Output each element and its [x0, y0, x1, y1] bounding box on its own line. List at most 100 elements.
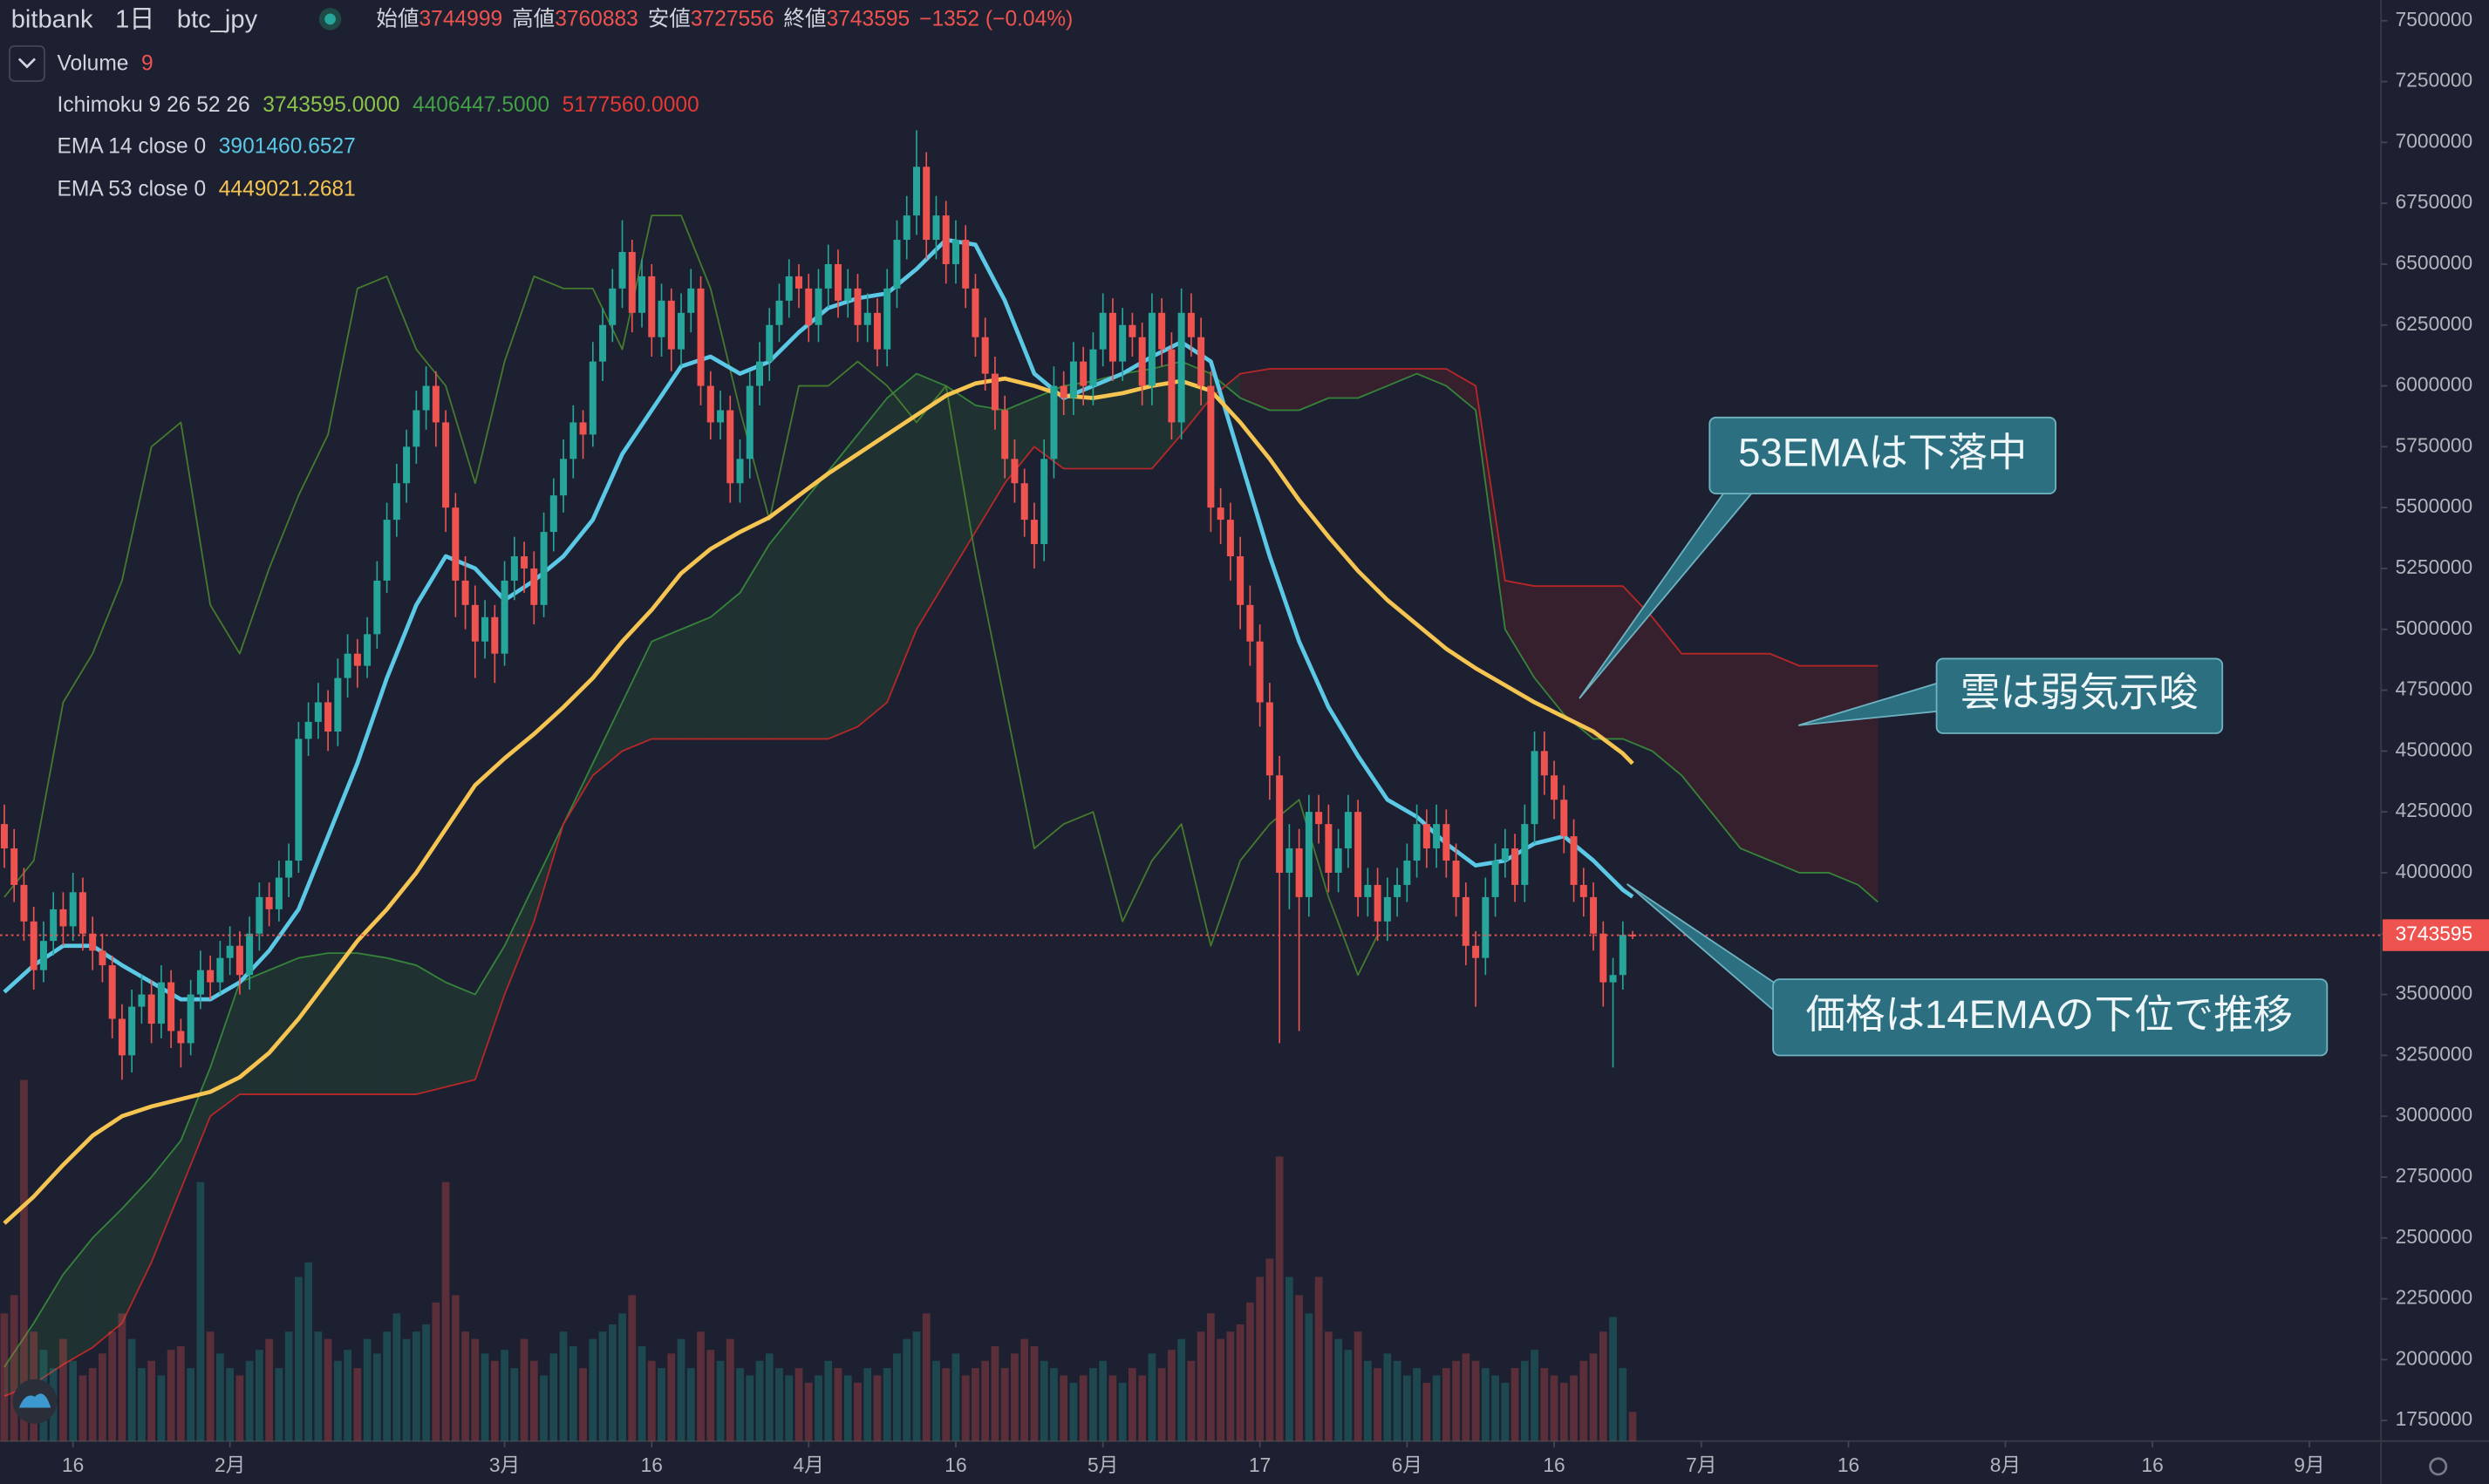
candle-body: [1020, 483, 1028, 521]
candle-body: [775, 300, 783, 325]
candle-body: [78, 892, 86, 934]
candle-body: [452, 507, 460, 581]
candle-body: [1413, 824, 1421, 861]
ema53-value: 4449021.2681: [219, 178, 356, 201]
volume-bar: [922, 1313, 931, 1441]
volume-bar: [1187, 1360, 1196, 1441]
cloud-fill: [1652, 616, 1682, 776]
ohlc-label: 高値: [512, 7, 555, 31]
volume-bar: [1079, 1375, 1088, 1441]
cloud-fill: [799, 471, 829, 739]
cloud-fill: [33, 1274, 64, 1385]
candle-body: [912, 167, 920, 216]
volume-bar: [1285, 1276, 1293, 1441]
candle-body: [805, 288, 813, 325]
candle-body: [1599, 933, 1607, 983]
y-tick-label: 6250000: [2396, 312, 2473, 335]
candle-body: [491, 616, 499, 654]
candle-body: [1354, 812, 1362, 897]
candle-body: [687, 288, 695, 313]
volume-bar: [265, 1338, 274, 1441]
candle-body: [658, 300, 665, 337]
candle-body: [1129, 324, 1136, 337]
candle-body: [383, 520, 391, 581]
volume-bar: [10, 1295, 18, 1441]
volume-bar: [78, 1375, 87, 1441]
cloud-fill: [651, 629, 682, 739]
x-tick-label: 16: [641, 1453, 663, 1476]
cloud-fill: [1858, 665, 1879, 902]
volume-bar: [549, 1353, 558, 1441]
volume-bar: [510, 1368, 519, 1441]
volume-bar: [912, 1331, 921, 1441]
volume-bar: [726, 1338, 734, 1441]
callout-box: [1935, 657, 2224, 734]
volume-bar: [1570, 1375, 1578, 1441]
ichimoku-value: 3743595.0000: [263, 94, 399, 118]
y-tick-label: 3500000: [2396, 982, 2473, 1004]
cloud-fill: [181, 1067, 211, 1189]
cloud-fill: [1446, 369, 1476, 411]
candle-body: [30, 921, 38, 970]
volume-bar: [1324, 1331, 1333, 1441]
candle-body: [1148, 312, 1156, 386]
volume-bar: [284, 1331, 293, 1441]
collapse-button[interactable]: [9, 44, 45, 82]
volume-bar: [824, 1360, 833, 1441]
volume-bar: [344, 1350, 351, 1441]
y-tick-label: 2250000: [2396, 1286, 2473, 1309]
ema53-name: EMA 53 close 0: [58, 178, 207, 201]
volume-bar: [863, 1368, 872, 1441]
candle-body: [1334, 848, 1342, 873]
candle-body: [678, 312, 685, 350]
volume-bar: [706, 1350, 715, 1441]
volume-bar: [138, 1368, 146, 1441]
candle-body: [1521, 824, 1529, 885]
candle-body: [432, 385, 440, 423]
settings-icon[interactable]: [2429, 1457, 2448, 1476]
volume-bar: [235, 1375, 244, 1441]
candle-body: [295, 739, 303, 861]
volume-bar: [118, 1313, 126, 1441]
candle-body: [569, 422, 577, 459]
candle-body: [794, 276, 803, 289]
volume-bar: [324, 1338, 332, 1441]
volume-bar: [638, 1345, 646, 1441]
candle-body: [20, 884, 28, 922]
volume-bar: [1531, 1350, 1538, 1441]
candle-body: [1030, 520, 1038, 545]
volume-bar: [1246, 1302, 1254, 1441]
volume-bar: [157, 1375, 166, 1441]
candle-body: [844, 288, 852, 301]
y-tick-label: 2750000: [2396, 1164, 2473, 1187]
cloud-fill: [681, 616, 711, 739]
y-tick-label: 7250000: [2396, 69, 2473, 92]
interval: 1日: [115, 5, 154, 33]
volume-bar: [1295, 1295, 1303, 1441]
volume-bar: [69, 1360, 78, 1441]
candle-body: [157, 982, 165, 1025]
candle-body: [589, 361, 597, 435]
volume-bar: [1217, 1338, 1225, 1441]
candle-body: [1442, 824, 1450, 861]
y-tick-label: 4250000: [2396, 799, 2473, 821]
candle-body: [1482, 896, 1490, 958]
candle-body: [1001, 410, 1009, 459]
volume-bar: [383, 1331, 391, 1441]
volume-bar: [746, 1375, 754, 1441]
volume-bar: [187, 1368, 195, 1441]
volume-bar: [1177, 1338, 1186, 1441]
candle-body: [1197, 337, 1205, 386]
candle-body: [1472, 945, 1480, 958]
exchange: bitbank: [11, 5, 93, 33]
callout-box: [1708, 416, 2057, 495]
candle-body: [1276, 775, 1284, 873]
candle-body: [697, 288, 705, 386]
candle-body: [549, 495, 557, 533]
candle-body: [1108, 312, 1116, 362]
volume-bar: [1520, 1360, 1529, 1441]
cloud-fill: [121, 1176, 152, 1324]
callout-text: 雲は弱気示唆: [1961, 670, 2199, 714]
candle-body: [942, 215, 950, 264]
candle-body: [216, 957, 224, 983]
